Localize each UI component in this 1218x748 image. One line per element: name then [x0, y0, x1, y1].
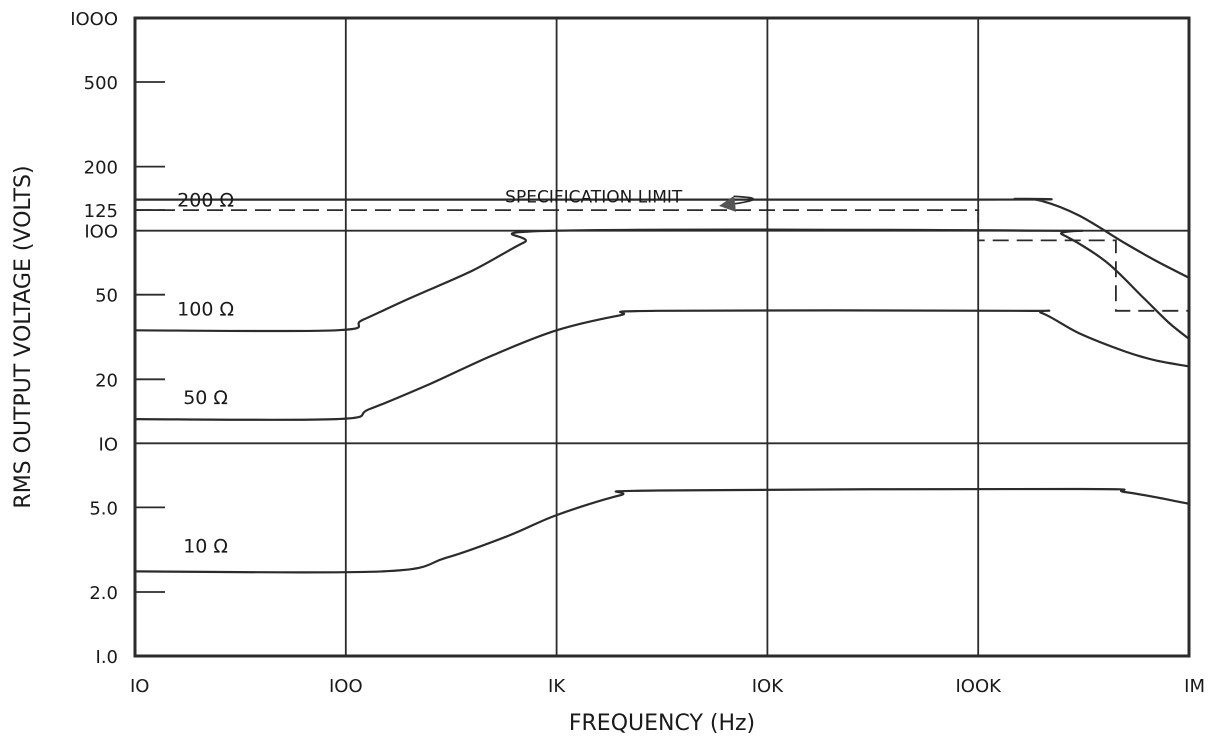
y-tick-label: 50	[95, 286, 118, 307]
specification-limit-label: SPECIFICATION LIMIT	[505, 187, 683, 207]
y-tick-label: 125	[84, 201, 118, 222]
y-tick-label: IO	[99, 434, 118, 455]
x-tick-label: IK	[548, 676, 566, 697]
x-tick-label: IOOK	[955, 676, 1002, 697]
specification-limit: SPECIFICATION LIMIT	[135, 187, 1189, 312]
series-lines	[134, 197, 1190, 574]
series-label: 200 Ω	[177, 190, 234, 212]
series-label: 50 Ω	[183, 387, 228, 409]
series-labels: 200 Ω 100 Ω 50 Ω 10 Ω	[177, 190, 234, 558]
y-tick-label: 200	[84, 158, 118, 179]
plot-frame	[133, 16, 1191, 658]
y-tick-label: IOOO	[70, 9, 118, 30]
series-label: 10 Ω	[183, 536, 228, 558]
y-axis-label: RMS OUTPUT VOLTAGE (VOLTS)	[11, 165, 36, 508]
series-label: 100 Ω	[177, 299, 234, 321]
x-tick-label: IM	[1184, 676, 1205, 697]
y-tick-label: IOO	[84, 222, 118, 243]
x-tick-label: IOO	[329, 676, 363, 697]
y-tick-label: 2.0	[89, 583, 118, 604]
x-axis-label: FREQUENCY (Hz)	[569, 711, 755, 736]
series-line	[134, 487, 1190, 574]
y-tick-label: I.0	[96, 647, 118, 668]
y-tick-label: 20	[95, 370, 118, 391]
series-line	[134, 197, 1190, 279]
y-tick-label: 500	[84, 73, 118, 94]
series-line	[134, 228, 1190, 340]
x-tick-label: IOK	[752, 676, 784, 697]
x-axis-ticks: IO IOO IK IOK IOOK IM	[130, 676, 1205, 697]
y-tick-label: 5.0	[89, 498, 118, 519]
x-tick-label: IO	[130, 676, 149, 697]
plot-background	[135, 18, 1189, 656]
specification-limit-line	[135, 209, 1189, 312]
specification-limit-arrow	[719, 195, 755, 212]
series-line	[134, 309, 1190, 421]
